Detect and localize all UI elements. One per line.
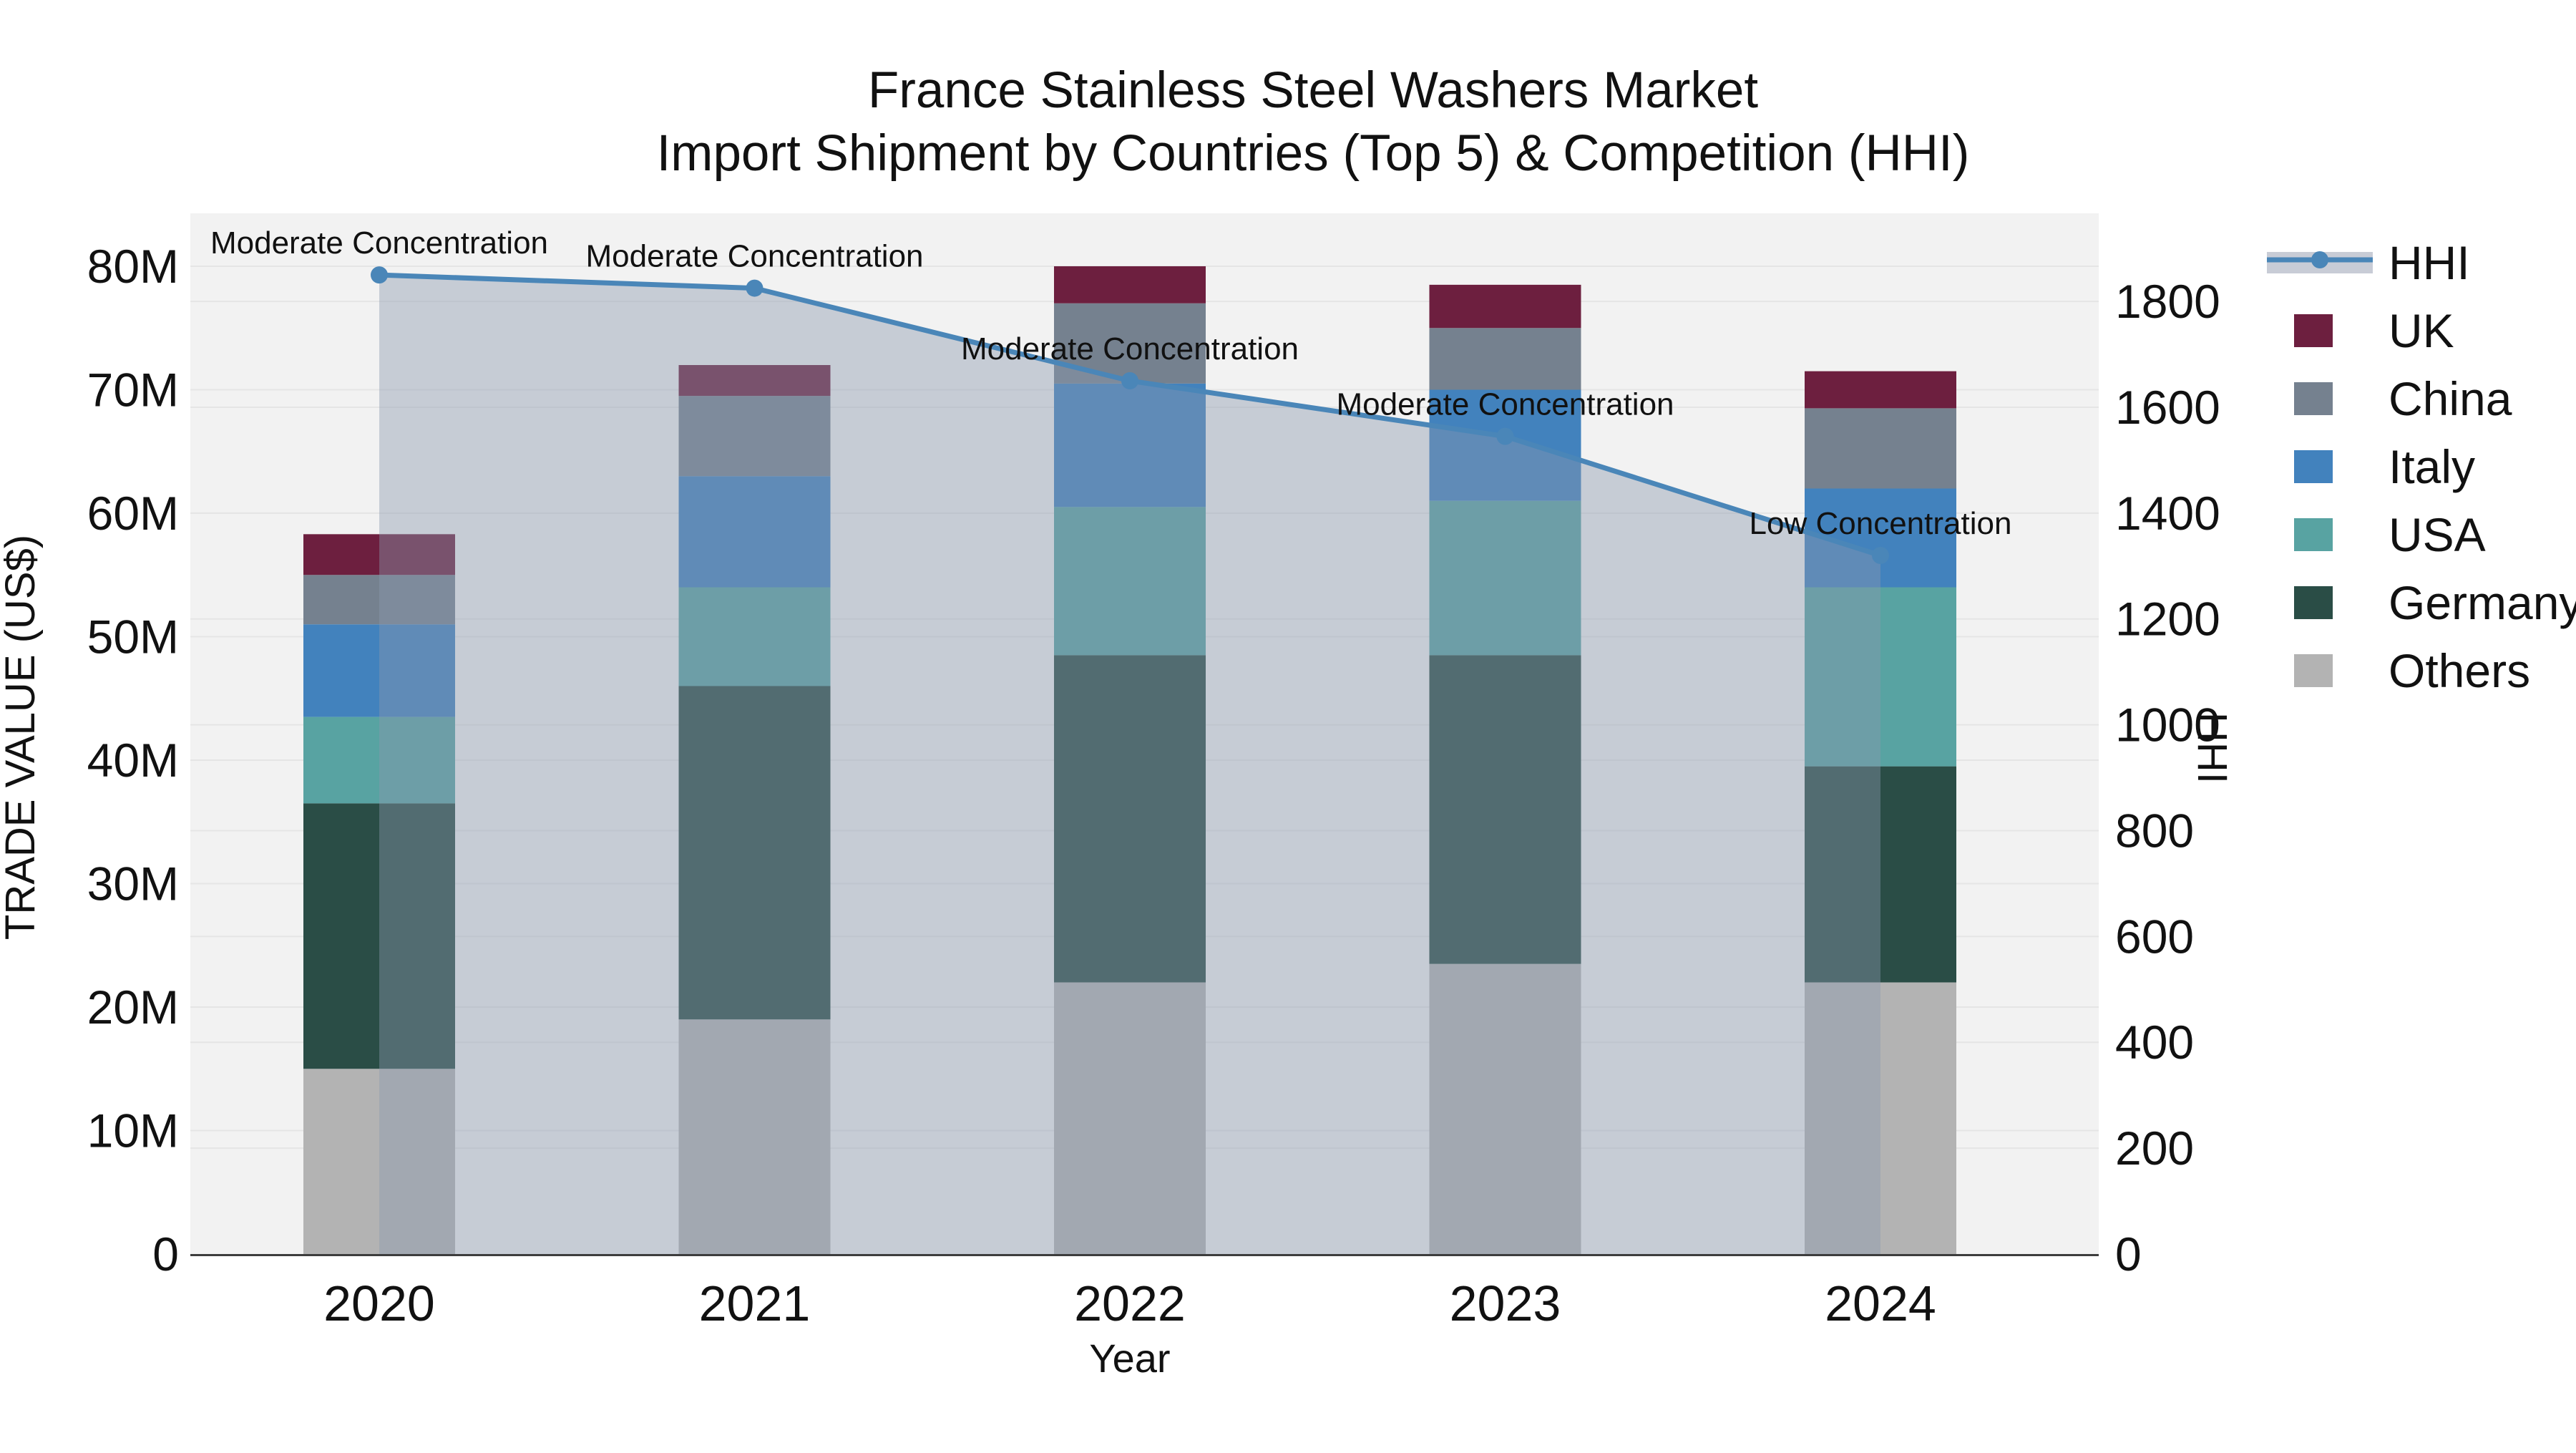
legend-item-china[interactable]: China (2294, 372, 2512, 425)
bar-segment-2020-uk[interactable] (303, 534, 455, 575)
bar-segment-2021-italy[interactable] (678, 476, 831, 588)
bar-segment-2024-uk[interactable] (1805, 371, 1956, 409)
y-left-tick: 30M (87, 857, 179, 910)
bar-segment-2022-usa[interactable] (1054, 507, 1206, 656)
legend-item-hhi[interactable]: HHI (2267, 236, 2470, 289)
hhi-marker-2023[interactable] (1496, 427, 1514, 445)
legend-swatch-china (2294, 382, 2333, 415)
bar-segment-2023-usa[interactable] (1429, 500, 1581, 656)
chart-title-line1: France Stainless Steel Washers Market (868, 62, 1759, 119)
legend-item-uk[interactable]: UK (2294, 304, 2454, 357)
y-left-tick: 50M (87, 611, 179, 664)
bar-segment-2020-others[interactable] (303, 1069, 455, 1254)
annotation-2020: Moderate Concentration (210, 225, 548, 261)
bar-segment-2024-germany[interactable] (1805, 766, 1956, 983)
legend-item-usa[interactable]: USA (2294, 508, 2486, 561)
legend-item-germany[interactable]: Germany (2294, 576, 2576, 629)
bar-segment-2022-germany[interactable] (1054, 655, 1206, 983)
legend-label-others: Others (2389, 644, 2530, 697)
annotation-2023: Moderate Concentration (1336, 387, 1674, 422)
x-tick-2023: 2023 (1450, 1275, 1561, 1331)
hhi-area-fill (379, 275, 1880, 1254)
chart-title-line2: Import Shipment by Countries (Top 5) & C… (657, 125, 1970, 182)
bar-segment-2020-italy[interactable] (303, 624, 455, 717)
bar-segment-2020-germany[interactable] (303, 803, 455, 1069)
legend-label-hhi: HHI (2389, 236, 2470, 289)
y-left-tick: 80M (87, 240, 179, 293)
y-right-tick: 0 (2115, 1228, 2142, 1281)
bar-segment-2021-china[interactable] (678, 396, 831, 477)
x-axis-title: Year (1089, 1336, 1170, 1381)
hhi-marker-2024[interactable] (1872, 546, 1889, 564)
y-right-tick: 1200 (2115, 593, 2220, 646)
legend-label-germany: Germany (2389, 576, 2576, 629)
bar-segment-2022-uk[interactable] (1054, 266, 1206, 303)
bar-segment-2020-usa[interactable] (303, 716, 455, 804)
y-right-tick: 1000 (2115, 699, 2220, 752)
bar-segment-2023-others[interactable] (1429, 963, 1581, 1254)
legend-item-italy[interactable]: Italy (2294, 440, 2475, 493)
legend-label-usa: USA (2389, 508, 2486, 561)
legend-swatch-others (2294, 654, 2333, 687)
bar-segment-2020-china[interactable] (303, 575, 455, 625)
y-right-tick: 1600 (2115, 381, 2220, 434)
x-tick-2020: 2020 (323, 1275, 435, 1331)
legend-hhi-marker-sample (2311, 251, 2328, 268)
y-right-tick: 400 (2115, 1016, 2194, 1069)
bar-segment-2021-germany[interactable] (678, 686, 831, 1020)
hhi-marker-2021[interactable] (746, 279, 763, 297)
y-right-tick: 200 (2115, 1122, 2194, 1175)
annotation-2021: Moderate Concentration (585, 239, 923, 274)
x-tick-2024: 2024 (1825, 1275, 1936, 1331)
bar-segment-2024-china[interactable] (1805, 408, 1956, 489)
legend-swatch-uk (2294, 314, 2333, 347)
legend-label-china: China (2389, 372, 2512, 425)
y-right-tick: 800 (2115, 804, 2194, 857)
y-left-tick: 40M (87, 734, 179, 787)
y-left-tick: 20M (87, 981, 179, 1034)
hhi-marker-2022[interactable] (1121, 371, 1138, 389)
annotation-2022: Moderate Concentration (961, 331, 1299, 366)
bar-segment-2021-usa[interactable] (678, 587, 831, 686)
annotation-2024: Low Concentration (1750, 506, 2012, 541)
bar-segment-2021-uk[interactable] (678, 365, 831, 397)
x-tick-2022: 2022 (1074, 1275, 1186, 1331)
hhi-marker-2020[interactable] (371, 266, 388, 284)
bar-segment-2022-others[interactable] (1054, 982, 1206, 1255)
legend-label-italy: Italy (2389, 440, 2475, 493)
y-right-axis-title: HHI (2189, 712, 2235, 784)
bar-segment-2024-others[interactable] (1805, 982, 1956, 1255)
bar-segment-2022-italy[interactable] (1054, 383, 1206, 507)
y-left-tick: 70M (87, 364, 179, 417)
y-left-tick: 10M (87, 1104, 179, 1157)
y-left-axis-title: TRADE VALUE (US$) (0, 535, 44, 940)
y-right-tick: 1400 (2115, 487, 2220, 540)
legend-swatch-usa (2294, 518, 2333, 551)
y-right-tick: 600 (2115, 910, 2194, 963)
legend-item-others[interactable]: Others (2294, 644, 2530, 697)
y-right-tick: 1800 (2115, 275, 2220, 328)
legend-label-uk: UK (2389, 304, 2454, 357)
legend-swatch-italy (2294, 450, 2333, 483)
y-left-tick: 0 (152, 1228, 179, 1281)
x-tick-2021: 2021 (699, 1275, 811, 1331)
bar-segment-2023-italy[interactable] (1429, 389, 1581, 501)
bar-segment-2023-germany[interactable] (1429, 655, 1581, 964)
legend-swatch-germany (2294, 586, 2333, 619)
bar-segment-2021-others[interactable] (678, 1019, 831, 1254)
bar-segment-2023-uk[interactable] (1429, 284, 1581, 329)
y-left-tick: 60M (87, 487, 179, 540)
bar-segment-2024-usa[interactable] (1805, 587, 1956, 767)
bar-segment-2023-china[interactable] (1429, 328, 1581, 390)
